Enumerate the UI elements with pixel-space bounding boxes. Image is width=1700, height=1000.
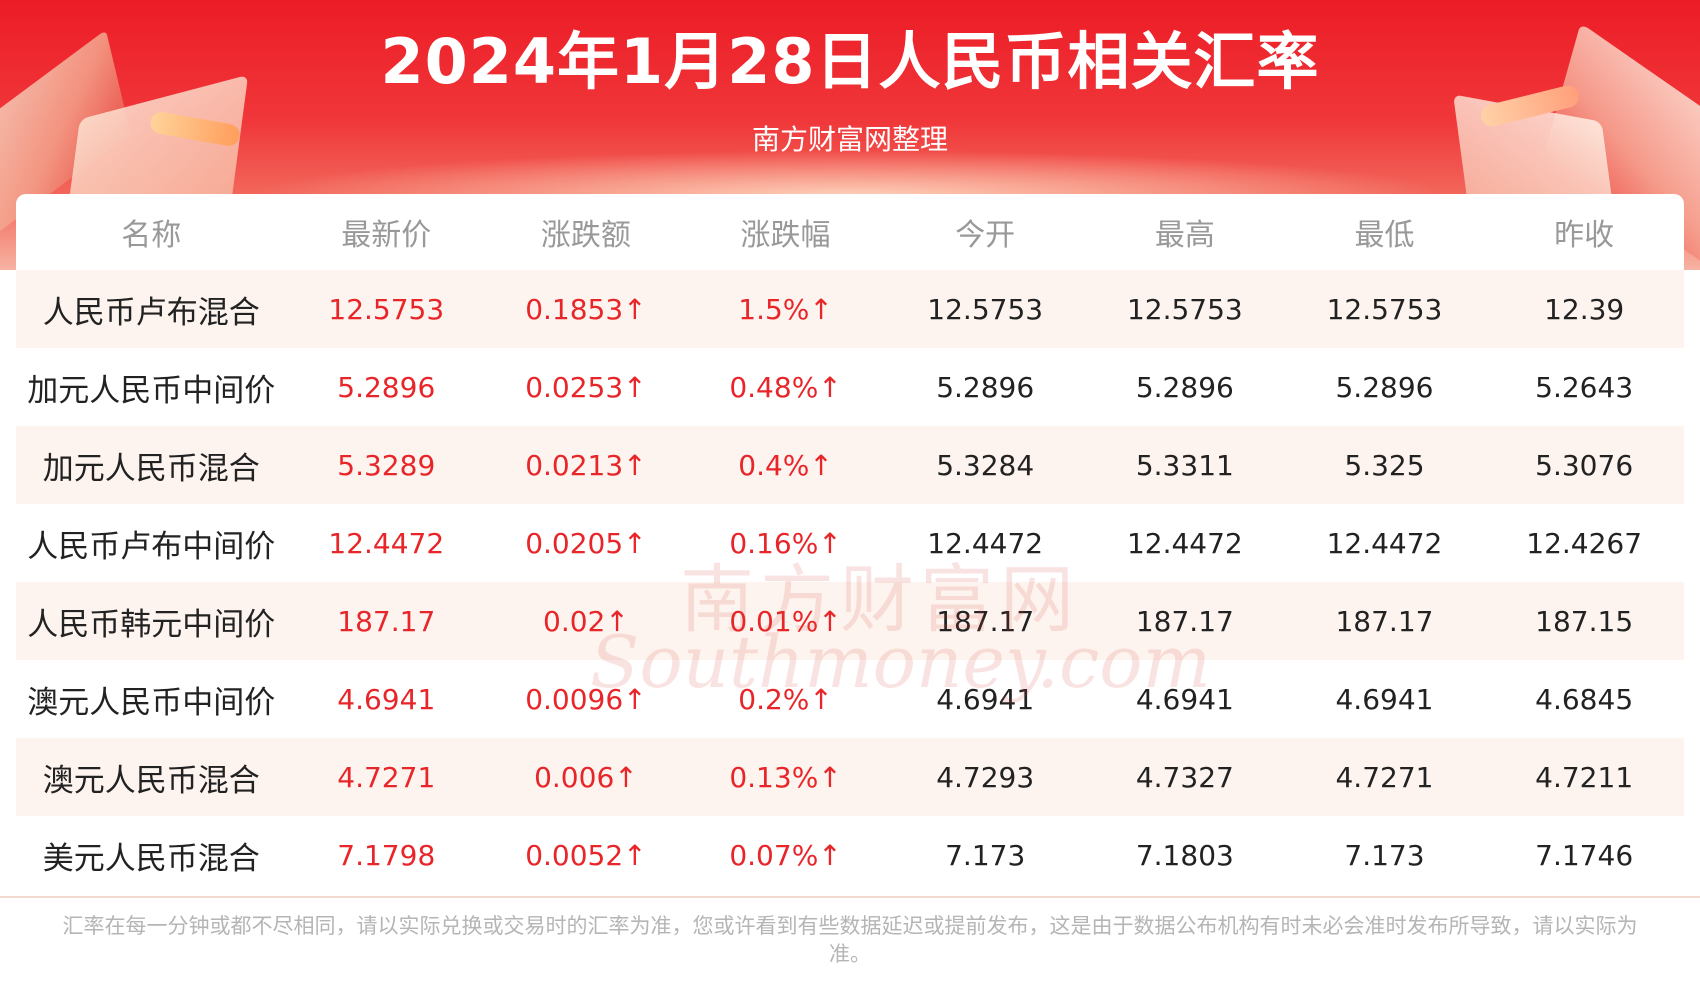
cell-prev-close: 5.3076 bbox=[1484, 426, 1684, 504]
column-header-change-pct: 涨跌幅 bbox=[740, 218, 831, 253]
cell-low: 4.6941 bbox=[1284, 660, 1485, 738]
cell-name: 人民币韩元中间价 bbox=[16, 582, 287, 660]
cell-prev-close: 12.39 bbox=[1484, 270, 1684, 348]
column-header-name: 名称 bbox=[121, 218, 182, 253]
cell-name: 澳元人民币中间价 bbox=[16, 660, 287, 738]
cell-name: 澳元人民币混合 bbox=[16, 738, 287, 816]
cell-open: 7.173 bbox=[885, 816, 1086, 894]
cell-high: 4.7327 bbox=[1085, 738, 1285, 816]
cell-high: 5.3311 bbox=[1085, 426, 1285, 504]
cell-open: 4.6941 bbox=[885, 660, 1086, 738]
rates-table-card: 名称 最新价 涨跌额 涨跌幅 今开 最高 最低 昨收 人民币卢布混合 12.575… bbox=[16, 194, 1684, 894]
cell-high: 5.2896 bbox=[1085, 348, 1285, 426]
cell-latest: 5.3289 bbox=[286, 426, 487, 504]
cell-low: 12.4472 bbox=[1284, 504, 1485, 582]
cell-high: 12.4472 bbox=[1085, 504, 1285, 582]
cell-latest: 5.2896 bbox=[286, 348, 487, 426]
column-header-change: 涨跌额 bbox=[540, 218, 631, 253]
cell-latest: 12.4472 bbox=[286, 504, 487, 582]
cell-low: 12.5753 bbox=[1284, 270, 1485, 348]
cell-open: 12.5753 bbox=[885, 270, 1086, 348]
table-row: 澳元人民币中间价 4.6941 0.0096↑ 0.2%↑ 4.6941 4.6941 4.… bbox=[16, 660, 1684, 738]
cell-change: 0.006↑ bbox=[486, 738, 686, 816]
column-header-open: 今开 bbox=[955, 218, 1016, 253]
cell-low: 5.325 bbox=[1284, 426, 1485, 504]
cell-name: 加元人民币中间价 bbox=[16, 348, 287, 426]
cell-prev-close: 4.7211 bbox=[1484, 738, 1684, 816]
cell-change-pct: 0.16%↑ bbox=[685, 504, 886, 582]
cell-open: 4.7293 bbox=[885, 738, 1086, 816]
cell-open: 12.4472 bbox=[885, 504, 1086, 582]
cell-change: 0.1853↑ bbox=[486, 270, 686, 348]
column-header-prev-close: 昨收 bbox=[1554, 218, 1615, 253]
cell-latest: 4.6941 bbox=[286, 660, 487, 738]
table-row: 人民币卢布混合 12.5753 0.1853↑ 1.5%↑ 12.5753 12.5753… bbox=[16, 270, 1684, 348]
cell-change-pct: 0.01%↑ bbox=[685, 582, 886, 660]
cell-prev-close: 7.1746 bbox=[1484, 816, 1684, 894]
cell-latest: 7.1798 bbox=[286, 816, 487, 894]
cell-high: 12.5753 bbox=[1085, 270, 1285, 348]
table-row: 加元人民币混合 5.3289 0.0213↑ 0.4%↑ 5.3284 5.3311 5.3… bbox=[16, 426, 1684, 504]
cell-prev-close: 5.2643 bbox=[1484, 348, 1684, 426]
cell-change-pct: 0.13%↑ bbox=[685, 738, 886, 816]
cell-high: 187.17 bbox=[1085, 582, 1285, 660]
cell-latest: 12.5753 bbox=[286, 270, 487, 348]
rates-table-body: 人民币卢布混合 12.5753 0.1853↑ 1.5%↑ 12.5753 12.5753… bbox=[16, 270, 1684, 894]
disclaimer-text: 汇率在每一分钟或都不尽相同，请以实际兑换或交易时的汇率为准，您或许看到有些数据延… bbox=[62, 914, 1638, 966]
page-title: 2024年1月28日人民币相关汇率 bbox=[380, 25, 1320, 98]
cell-latest: 187.17 bbox=[286, 582, 487, 660]
column-header-high: 最高 bbox=[1154, 218, 1215, 253]
column-header-low: 最低 bbox=[1354, 218, 1415, 253]
cell-prev-close: 187.15 bbox=[1484, 582, 1684, 660]
column-header-latest: 最新价 bbox=[341, 218, 432, 253]
cell-change-pct: 1.5%↑ bbox=[685, 270, 886, 348]
cell-open: 5.3284 bbox=[885, 426, 1086, 504]
rates-table: 名称 最新价 涨跌额 涨跌幅 今开 最高 最低 昨收 人民币卢布混合 12.575… bbox=[16, 194, 1684, 894]
cell-change: 0.0096↑ bbox=[486, 660, 686, 738]
cell-change: 0.0205↑ bbox=[486, 504, 686, 582]
cell-name: 美元人民币混合 bbox=[16, 816, 287, 894]
table-row: 澳元人民币混合 4.7271 0.006↑ 0.13%↑ 4.7293 4.7327 4.7… bbox=[16, 738, 1684, 816]
cell-prev-close: 4.6845 bbox=[1484, 660, 1684, 738]
cell-latest: 4.7271 bbox=[286, 738, 487, 816]
cell-open: 187.17 bbox=[885, 582, 1086, 660]
cell-low: 7.173 bbox=[1284, 816, 1485, 894]
cell-prev-close: 12.4267 bbox=[1484, 504, 1684, 582]
cell-high: 4.6941 bbox=[1085, 660, 1285, 738]
table-row: 人民币卢布中间价 12.4472 0.0205↑ 0.16%↑ 12.4472 12.44… bbox=[16, 504, 1684, 582]
cell-low: 5.2896 bbox=[1284, 348, 1485, 426]
table-row: 人民币韩元中间价 187.17 0.02↑ 0.01%↑ 187.17 187.17 187… bbox=[16, 582, 1684, 660]
cell-low: 187.17 bbox=[1284, 582, 1485, 660]
cell-change-pct: 0.48%↑ bbox=[685, 348, 886, 426]
table-header-row: 名称 最新价 涨跌额 涨跌幅 今开 最高 最低 昨收 bbox=[16, 194, 1684, 270]
cell-name: 人民币卢布混合 bbox=[16, 270, 287, 348]
cell-low: 4.7271 bbox=[1284, 738, 1485, 816]
cell-change: 0.0052↑ bbox=[486, 816, 686, 894]
table-row: 美元人民币混合 7.1798 0.0052↑ 0.07%↑ 7.173 7.1803 7.1… bbox=[16, 816, 1684, 894]
cell-name: 加元人民币混合 bbox=[16, 426, 287, 504]
cell-open: 5.2896 bbox=[885, 348, 1086, 426]
table-row: 加元人民币中间价 5.2896 0.0253↑ 0.48%↑ 5.2896 5.2896 5… bbox=[16, 348, 1684, 426]
cell-high: 7.1803 bbox=[1085, 816, 1285, 894]
cell-change-pct: 0.2%↑ bbox=[685, 660, 886, 738]
footer-divider bbox=[0, 896, 1700, 898]
cell-change: 0.0253↑ bbox=[486, 348, 686, 426]
cell-change-pct: 0.4%↑ bbox=[685, 426, 886, 504]
cell-change-pct: 0.07%↑ bbox=[685, 816, 886, 894]
page-subtitle: 南方财富网整理 bbox=[751, 123, 948, 156]
cell-change: 0.02↑ bbox=[486, 582, 686, 660]
cell-name: 人民币卢布中间价 bbox=[16, 504, 287, 582]
cell-change: 0.0213↑ bbox=[486, 426, 686, 504]
